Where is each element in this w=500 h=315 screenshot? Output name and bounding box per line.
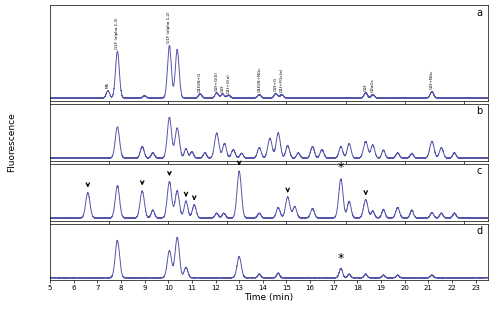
Text: *: * <box>338 161 344 175</box>
Text: G2f: G2f <box>220 84 224 92</box>
Text: G2f+G: G2f+G <box>274 77 278 91</box>
Text: G2f+NGc: G2f+NGc <box>430 70 434 89</box>
Text: *: * <box>338 252 344 265</box>
Text: G2aGc: G2aGc <box>371 78 375 92</box>
Text: G1F (alpha 1,2): G1F (alpha 1,2) <box>168 12 172 43</box>
Text: M5: M5 <box>106 82 110 88</box>
Text: G1f+G(a): G1f+G(a) <box>226 73 230 93</box>
Text: G2f+G(0): G2f+G(0) <box>214 71 218 91</box>
Text: c: c <box>477 166 482 176</box>
Text: G1fGN+NGc: G1fGN+NGc <box>258 67 262 92</box>
Text: G1fGN+G: G1fGN+G <box>198 72 202 92</box>
X-axis label: Time (min): Time (min) <box>244 293 294 302</box>
Text: G2f: G2f <box>364 83 368 91</box>
Text: Fluorescence: Fluorescence <box>8 112 16 172</box>
Text: a: a <box>476 8 482 18</box>
Text: b: b <box>476 106 482 116</box>
Text: d: d <box>476 226 482 236</box>
Text: G1f+FGc(a): G1f+FGc(a) <box>280 68 284 92</box>
Text: G1F (alpha 1,3): G1F (alpha 1,3) <box>116 17 119 49</box>
